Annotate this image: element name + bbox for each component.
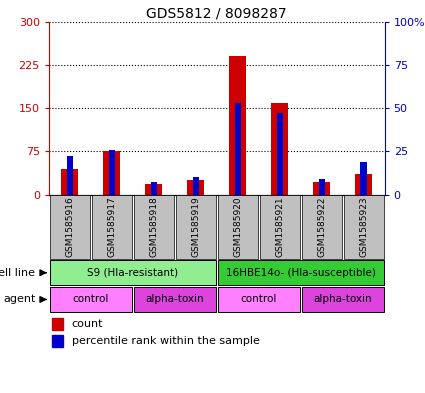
Text: alpha-toxin: alpha-toxin [145,294,204,305]
Text: control: control [241,294,277,305]
FancyBboxPatch shape [176,195,216,259]
Bar [52,335,63,347]
FancyBboxPatch shape [134,195,174,259]
Bar [271,103,288,195]
Text: cell line: cell line [0,268,35,278]
Text: GSM1585922: GSM1585922 [317,197,326,257]
Text: S9 (Hla-resistant): S9 (Hla-resistant) [87,268,178,278]
Title: GDS5812 / 8098287: GDS5812 / 8098287 [147,6,287,20]
Bar [103,151,120,195]
Bar [235,103,241,195]
Text: count: count [72,319,103,329]
FancyBboxPatch shape [302,287,384,312]
Bar [277,113,283,195]
Text: alpha-toxin: alpha-toxin [313,294,372,305]
Bar [187,180,204,195]
FancyBboxPatch shape [50,195,90,259]
Text: 16HBE14o- (Hla-susceptible): 16HBE14o- (Hla-susceptible) [226,268,376,278]
FancyBboxPatch shape [260,195,300,259]
Bar [355,174,372,195]
Text: control: control [73,294,109,305]
Bar [67,156,73,195]
Text: agent: agent [3,294,35,305]
Text: GSM1585920: GSM1585920 [233,196,242,257]
Bar [109,150,115,195]
Bar [62,169,78,195]
Text: percentile rank within the sample: percentile rank within the sample [72,336,260,346]
Bar [313,182,330,195]
Text: GSM1585917: GSM1585917 [108,196,116,257]
FancyBboxPatch shape [50,287,132,312]
Bar [52,318,63,330]
Bar [318,179,325,195]
Bar [193,177,199,195]
Text: GSM1585919: GSM1585919 [191,196,200,257]
Text: GSM1585918: GSM1585918 [149,196,158,257]
Bar [150,182,157,195]
Bar [145,184,162,195]
Bar [230,56,246,195]
Bar [360,162,367,195]
FancyBboxPatch shape [344,195,384,259]
FancyBboxPatch shape [218,195,258,259]
Text: GSM1585923: GSM1585923 [359,196,368,257]
FancyBboxPatch shape [218,287,300,312]
FancyBboxPatch shape [134,287,216,312]
FancyBboxPatch shape [92,195,132,259]
Text: GSM1585921: GSM1585921 [275,196,284,257]
FancyBboxPatch shape [50,261,216,285]
FancyBboxPatch shape [218,261,384,285]
FancyBboxPatch shape [302,195,342,259]
Text: GSM1585916: GSM1585916 [65,196,74,257]
